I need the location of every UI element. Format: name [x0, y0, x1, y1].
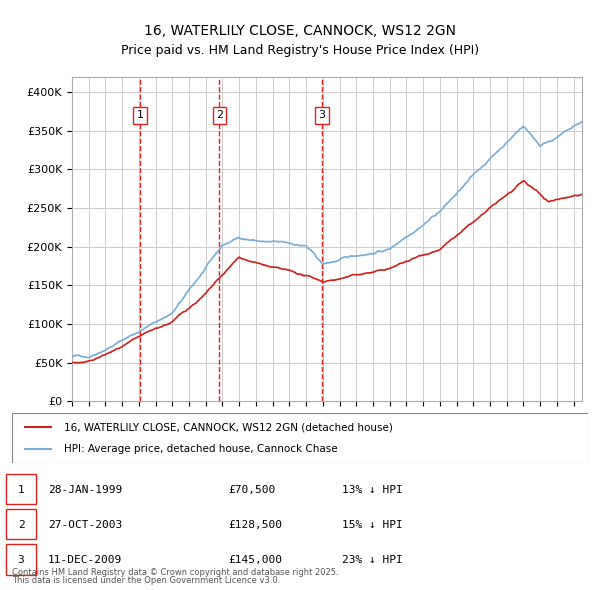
Text: 2: 2 [17, 520, 25, 530]
Text: 16, WATERLILY CLOSE, CANNOCK, WS12 2GN: 16, WATERLILY CLOSE, CANNOCK, WS12 2GN [144, 24, 456, 38]
Text: 23% ↓ HPI: 23% ↓ HPI [342, 555, 403, 565]
Text: 28-JAN-1999: 28-JAN-1999 [48, 484, 122, 494]
Text: 15% ↓ HPI: 15% ↓ HPI [342, 520, 403, 530]
Text: This data is licensed under the Open Government Licence v3.0.: This data is licensed under the Open Gov… [12, 576, 280, 585]
Text: 1: 1 [137, 110, 144, 120]
Text: 13% ↓ HPI: 13% ↓ HPI [342, 484, 403, 494]
Text: HPI: Average price, detached house, Cannock Chase: HPI: Average price, detached house, Cann… [64, 444, 337, 454]
Text: £128,500: £128,500 [228, 520, 282, 530]
Text: 27-OCT-2003: 27-OCT-2003 [48, 520, 122, 530]
Text: 3: 3 [17, 555, 25, 565]
Text: 2: 2 [216, 110, 223, 120]
Text: 11-DEC-2009: 11-DEC-2009 [48, 555, 122, 565]
Text: £70,500: £70,500 [228, 484, 275, 494]
Text: 16, WATERLILY CLOSE, CANNOCK, WS12 2GN (detached house): 16, WATERLILY CLOSE, CANNOCK, WS12 2GN (… [64, 422, 393, 432]
Text: Price paid vs. HM Land Registry's House Price Index (HPI): Price paid vs. HM Land Registry's House … [121, 44, 479, 57]
Text: Contains HM Land Registry data © Crown copyright and database right 2025.: Contains HM Land Registry data © Crown c… [12, 568, 338, 577]
Text: £145,000: £145,000 [228, 555, 282, 565]
Text: 3: 3 [319, 110, 325, 120]
Text: 1: 1 [17, 484, 25, 494]
